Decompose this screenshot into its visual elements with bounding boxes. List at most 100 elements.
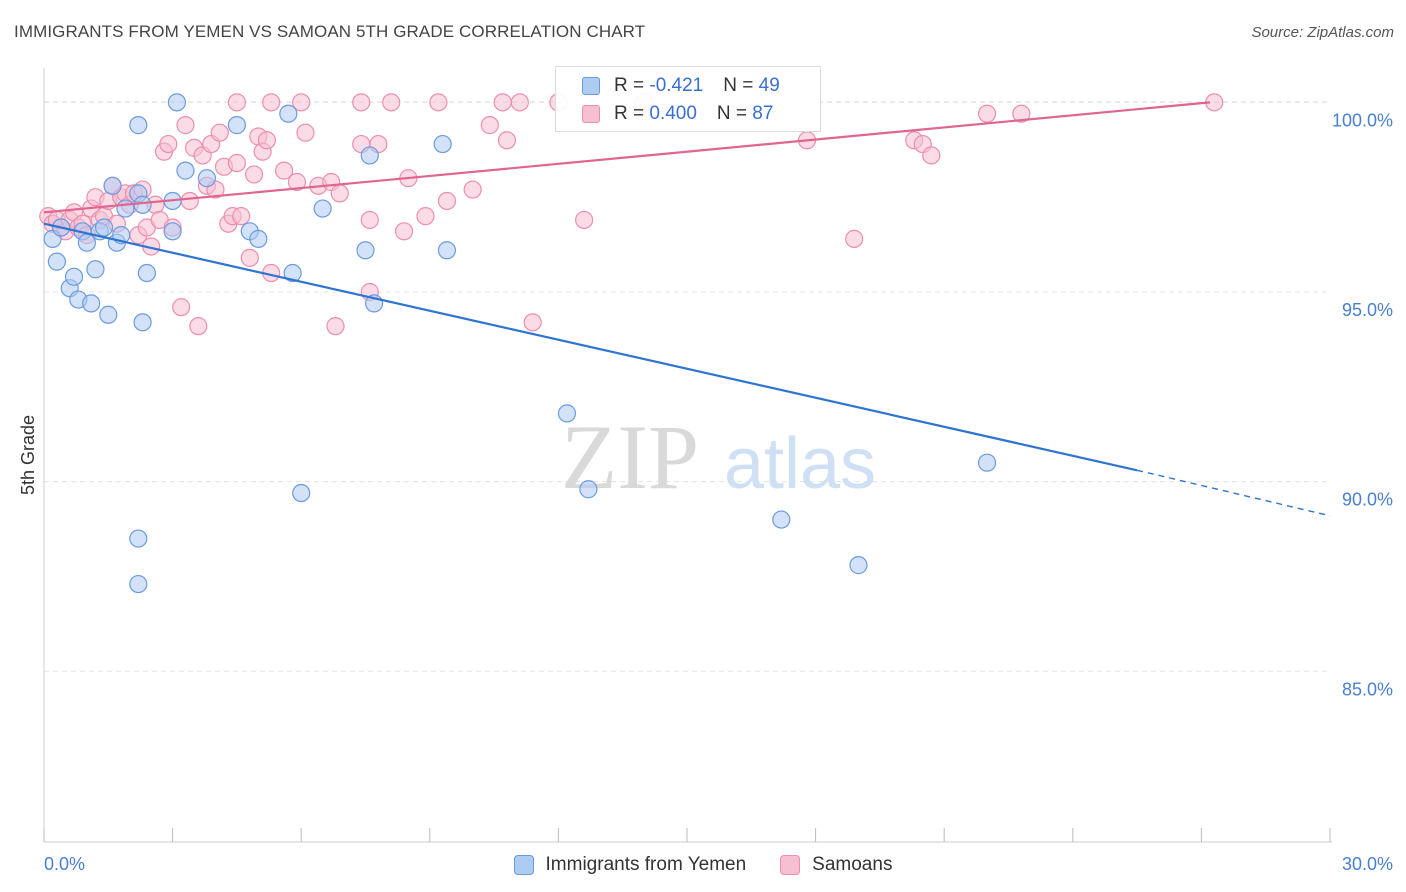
- point-samoans: [480, 116, 499, 135]
- point-samoans: [437, 191, 457, 211]
- chart-source: Source: ZipAtlas.com: [1251, 24, 1394, 41]
- point-yemen: [437, 241, 457, 260]
- point-samoans: [463, 180, 482, 199]
- point-yemen: [99, 305, 118, 324]
- point-samoans: [360, 210, 379, 230]
- point-yemen: [197, 169, 216, 188]
- point-yemen: [129, 529, 148, 548]
- point-yemen: [249, 229, 268, 248]
- point-samoans: [227, 153, 246, 173]
- point-samoans: [845, 229, 864, 248]
- tick-labels: 85.0% 90.0% 95.0% 100.0% 0.0% 30.0%: [44, 110, 1393, 874]
- watermark-atlas: atlas: [724, 424, 876, 504]
- bottom-legend-samoans: Samoans: [780, 854, 892, 876]
- point-yemen: [283, 263, 302, 283]
- legend-r-value: -0.421: [649, 75, 704, 96]
- point-yemen: [103, 176, 122, 195]
- point-samoans: [394, 222, 414, 241]
- legend-r-label: R =: [614, 103, 650, 124]
- point-yemen: [133, 195, 152, 214]
- y-axis-label: 5th Grade: [18, 415, 38, 495]
- point-yemen: [433, 134, 452, 154]
- point-samoans: [210, 123, 229, 142]
- series-yemen: [43, 93, 997, 594]
- bottom-legend-swatch-blue: [513, 855, 534, 875]
- point-samoans: [523, 313, 542, 332]
- trend-line-yemen: [43, 222, 1138, 472]
- point-samoans: [240, 248, 259, 267]
- point-yemen: [163, 222, 182, 241]
- chart-title: IMMIGRANTS FROM YEMEN VS SAMOAN 5TH GRAD…: [14, 22, 646, 41]
- y-tick-label: 95.0%: [1342, 300, 1393, 320]
- watermark: ZIP atlas: [561, 406, 876, 508]
- point-samoans: [382, 93, 401, 112]
- point-yemen: [227, 116, 246, 135]
- point-yemen: [86, 260, 105, 279]
- legend-n-label: N =: [716, 103, 753, 124]
- bottom-legend-swatch-pink: [780, 855, 801, 875]
- point-yemen: [64, 267, 84, 286]
- point-samoans: [257, 131, 277, 150]
- trend-lines: [43, 101, 1331, 517]
- point-samoans: [330, 184, 349, 203]
- point-samoans: [287, 172, 307, 192]
- series-samoans: [39, 93, 1224, 336]
- legend-n-value: 49: [758, 75, 780, 96]
- point-samoans: [244, 165, 264, 184]
- point-samoans: [176, 116, 195, 135]
- point-samoans: [326, 317, 345, 336]
- axes: [43, 68, 1332, 843]
- point-yemen: [977, 453, 997, 472]
- legend-n-value: 87: [752, 103, 774, 124]
- legend-row-yemen: R = -0.421 N = 49: [582, 73, 780, 99]
- point-samoans: [416, 207, 435, 226]
- point-samoans: [159, 134, 178, 154]
- point-samoans: [429, 93, 448, 112]
- point-samoans: [180, 191, 199, 211]
- legend-swatch-pink: [582, 105, 600, 123]
- point-yemen: [849, 556, 868, 575]
- point-yemen: [292, 483, 311, 503]
- point-samoans: [1012, 104, 1031, 123]
- point-samoans: [232, 207, 251, 226]
- point-yemen: [176, 161, 195, 180]
- point-samoans: [172, 298, 191, 317]
- point-yemen: [129, 574, 148, 594]
- point-yemen: [133, 313, 152, 332]
- point-samoans: [189, 317, 208, 336]
- point-samoans: [274, 161, 294, 180]
- legend-n-label: N =: [723, 75, 759, 96]
- point-yemen: [167, 93, 186, 112]
- legend: R = -0.421 N = 49 R = 0.400 N = 87: [555, 66, 821, 132]
- trend-line-yemen-extension: [1136, 469, 1331, 517]
- y-tick-label: 85.0%: [1342, 679, 1393, 699]
- trend-line-samoans: [43, 101, 1211, 214]
- point-yemen: [356, 241, 375, 260]
- point-yemen: [360, 146, 379, 165]
- y-tick-label: 100.0%: [1332, 110, 1393, 130]
- bottom-legend-label-yemen: Immigrants from Yemen: [545, 854, 747, 875]
- point-samoans: [352, 93, 371, 112]
- point-samoans: [296, 123, 315, 142]
- legend-row-samoans: R = 0.400 N = 87: [582, 101, 773, 127]
- point-yemen: [47, 252, 66, 271]
- bottom-legend-label-samoans: Samoans: [812, 854, 893, 875]
- point-yemen: [116, 199, 135, 218]
- point-yemen: [82, 294, 101, 313]
- point-samoans: [292, 93, 311, 112]
- point-samoans: [493, 93, 512, 112]
- point-yemen: [94, 218, 114, 237]
- legend-r-label: R =: [614, 75, 650, 96]
- y-tick-label: 90.0%: [1342, 490, 1393, 510]
- point-yemen: [313, 199, 332, 218]
- point-samoans: [977, 104, 997, 123]
- point-samoans: [262, 93, 281, 112]
- grid-lines: [44, 101, 1330, 672]
- legend-swatch-blue: [582, 77, 600, 95]
- legend-r-value: 0.400: [649, 103, 697, 124]
- point-yemen: [579, 480, 598, 499]
- point-samoans: [227, 93, 246, 112]
- point-samoans: [922, 146, 941, 165]
- x-tick-label: 0.0%: [44, 854, 85, 874]
